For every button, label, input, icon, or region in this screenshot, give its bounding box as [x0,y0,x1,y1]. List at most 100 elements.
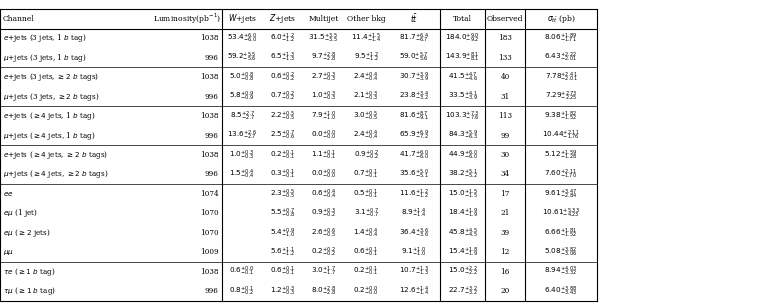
Text: $11.4^{+1.5}_{-1.4}$: $11.4^{+1.5}_{-1.4}$ [351,32,381,45]
Text: $9.7^{+2.8}_{-2.8}$: $9.7^{+2.8}_{-2.8}$ [311,51,336,64]
Text: $1.0^{+0.3}_{-0.3}$: $1.0^{+0.3}_{-0.3}$ [310,90,336,103]
Text: $15.0^{+2.2}_{-2.2}$: $15.0^{+2.2}_{-2.2}$ [448,265,477,278]
Text: $10.44^{+2.11}_{-1.76}$: $10.44^{+2.11}_{-1.76}$ [542,129,580,142]
Text: $5.08^{+3.82}_{-3.06}$: $5.08^{+3.82}_{-3.06}$ [544,246,578,259]
Text: $0.6^{+0.2}_{-0.2}$: $0.6^{+0.2}_{-0.2}$ [270,71,295,84]
Text: $6.0^{+1.2}_{-1.2}$: $6.0^{+1.2}_{-1.2}$ [270,32,295,45]
Text: $0.8^{+0.1}_{-0.2}$: $0.8^{+0.1}_{-0.2}$ [229,285,255,298]
Text: 996: 996 [205,171,219,178]
Text: $45.8^{+4.5}_{-4.5}$: $45.8^{+4.5}_{-4.5}$ [448,226,477,240]
Text: 133: 133 [498,54,512,62]
Text: $38.2^{+5.1}_{-5.2}$: $38.2^{+5.1}_{-5.2}$ [448,168,477,181]
Text: $0.2^{+0.1}_{-0.1}$: $0.2^{+0.1}_{-0.1}$ [353,265,379,278]
Text: 39: 39 [500,229,510,237]
Text: $\tau e$ ($\geq 1$ $b$ tag): $\tau e$ ($\geq 1$ $b$ tag) [3,266,56,278]
Text: $0.3^{+0.1}_{-0.1}$: $0.3^{+0.1}_{-0.1}$ [270,168,295,181]
Text: $0.0^{+0.0}_{-0.0}$: $0.0^{+0.0}_{-0.0}$ [310,168,336,181]
Text: $\mu$+jets (3 jets, 1 $b$ tag): $\mu$+jets (3 jets, 1 $b$ tag) [3,52,87,64]
Text: $41.5^{+4.7}_{-4.6}$: $41.5^{+4.7}_{-4.6}$ [447,71,478,84]
Text: $3.0^{+0.5}_{-0.5}$: $3.0^{+0.5}_{-0.5}$ [353,109,379,123]
Text: $e\mu$ (1 jet): $e\mu$ (1 jet) [3,207,38,219]
Text: $65.9^{+6.9}_{-7.2}$: $65.9^{+6.9}_{-7.2}$ [399,129,430,142]
Text: $33.5^{+4.1}_{-3.9}$: $33.5^{+4.1}_{-3.9}$ [447,90,478,103]
Text: $\mu$+jets ($\geq 4$ jets, $\geq 2$ $b$ tags): $\mu$+jets ($\geq 4$ jets, $\geq 2$ $b$ … [3,168,109,181]
Text: 183: 183 [498,34,512,42]
Text: $7.29^{+2.73}_{-2.25}$: $7.29^{+2.73}_{-2.25}$ [544,90,578,103]
Text: 1070: 1070 [200,229,219,237]
Text: Channel: Channel [3,15,35,23]
Text: $0.2^{+0.2}_{-0.2}$: $0.2^{+0.2}_{-0.2}$ [311,246,336,259]
Text: $1.1^{+0.1}_{-0.1}$: $1.1^{+0.1}_{-0.1}$ [311,148,336,162]
Text: $31.5^{+3.5}_{-3.5}$: $31.5^{+3.5}_{-3.5}$ [309,32,338,45]
Text: $59.0^{+5.7}_{-5.6}$: $59.0^{+5.7}_{-5.6}$ [400,51,429,64]
Text: $2.4^{+0.4}_{-0.4}$: $2.4^{+0.4}_{-0.4}$ [353,71,379,84]
Text: 1074: 1074 [200,190,219,198]
Text: $8.94^{+4.03}_{-3.32}$: $8.94^{+4.03}_{-3.32}$ [544,265,578,278]
Text: $1.0^{+0.3}_{-0.3}$: $1.0^{+0.3}_{-0.3}$ [229,148,255,162]
Text: $184.0^{+9.0}_{-9.2}$: $184.0^{+9.0}_{-9.2}$ [445,32,480,45]
Text: $36.4^{+3.6}_{-3.6}$: $36.4^{+3.6}_{-3.6}$ [399,226,430,240]
Text: $t\bar{t}$: $t\bar{t}$ [410,12,418,25]
Text: 21: 21 [500,209,510,217]
Text: Multijet: Multijet [308,15,339,23]
Text: $e\mu$ ($\geq 2$ jets): $e\mu$ ($\geq 2$ jets) [3,227,51,239]
Text: Other bkg: Other bkg [346,15,386,23]
Text: $\mu$+jets ($\geq 4$ jets, 1 $b$ tag): $\mu$+jets ($\geq 4$ jets, 1 $b$ tag) [3,130,95,142]
Text: 34: 34 [500,171,510,178]
Text: 31: 31 [500,93,510,101]
Text: $10.7^{+1.3}_{-1.3}$: $10.7^{+1.3}_{-1.3}$ [400,265,429,278]
Text: $8.0^{+2.8}_{-2.8}$: $8.0^{+2.8}_{-2.8}$ [311,285,336,298]
Text: $5.0^{+0.8}_{-0.8}$: $5.0^{+0.8}_{-0.8}$ [229,71,255,84]
Text: $\mu$+jets (3 jets, $\geq 2$ $b$ tags): $\mu$+jets (3 jets, $\geq 2$ $b$ tags) [3,91,99,103]
Text: $1.4^{+0.4}_{-0.4}$: $1.4^{+0.4}_{-0.4}$ [353,226,379,240]
Text: $\tau\mu$ ($\geq 1$ $b$ tag): $\tau\mu$ ($\geq 1$ $b$ tag) [3,285,56,297]
Text: $1.2^{+0.3}_{-0.3}$: $1.2^{+0.3}_{-0.3}$ [270,285,296,298]
Text: $103.3^{+7.3}_{-7.6}$: $103.3^{+7.3}_{-7.6}$ [445,109,480,123]
Text: $8.9^{+1.4}_{-1.4}$: $8.9^{+1.4}_{-1.4}$ [401,207,427,220]
Text: 1038: 1038 [200,268,219,276]
Text: $9.5^{+1.2}_{-1.2}$: $9.5^{+1.2}_{-1.2}$ [353,51,379,64]
Text: $53.4^{+6.0}_{-6.0}$: $53.4^{+6.0}_{-6.0}$ [227,32,257,45]
Text: $0.6^{+0.1}_{-0.1}$: $0.6^{+0.1}_{-0.1}$ [270,265,295,278]
Text: $5.6^{+1.1}_{-1.2}$: $5.6^{+1.1}_{-1.2}$ [270,246,295,259]
Text: 1038: 1038 [200,151,219,159]
Text: $e$+jets ($\geq 4$ jets, 1 $b$ tag): $e$+jets ($\geq 4$ jets, 1 $b$ tag) [3,110,95,122]
Text: 16: 16 [500,268,510,276]
Text: $2.1^{+0.3}_{-0.3}$: $2.1^{+0.3}_{-0.3}$ [353,90,379,103]
Text: $143.9^{+8.1}_{-8.1}$: $143.9^{+8.1}_{-8.1}$ [446,51,480,64]
Text: $11.6^{+1.2}_{-1.2}$: $11.6^{+1.2}_{-1.2}$ [400,187,429,201]
Text: $8.5^{+2.7}_{-2.7}$: $8.5^{+2.7}_{-2.7}$ [229,109,255,123]
Text: $84.3^{+5.9}_{-6.3}$: $84.3^{+5.9}_{-6.3}$ [447,129,478,142]
Text: $6.66^{+1.81}_{-1.52}$: $6.66^{+1.81}_{-1.52}$ [544,226,578,240]
Text: $8.06^{+1.89}_{-1.71}$: $8.06^{+1.89}_{-1.71}$ [544,32,578,45]
Text: Luminosity(pb$^{-1}$): Luminosity(pb$^{-1}$) [153,12,221,26]
Text: 1038: 1038 [200,73,219,81]
Text: $18.4^{+1.9}_{-1.9}$: $18.4^{+1.9}_{-1.9}$ [447,207,478,220]
Text: $W$+jets: $W$+jets [227,12,257,25]
Text: $7.9^{+1.0}_{-1.0}$: $7.9^{+1.0}_{-1.0}$ [310,109,336,123]
Text: 1038: 1038 [200,34,219,42]
Text: 113: 113 [498,112,512,120]
Text: $9.38^{+1.82}_{-1.52}$: $9.38^{+1.82}_{-1.52}$ [544,109,578,123]
Text: $e$+jets (3 jets, 1 $b$ tag): $e$+jets (3 jets, 1 $b$ tag) [3,32,86,44]
Text: 12: 12 [500,248,510,256]
Text: $0.9^{+0.3}_{-0.2}$: $0.9^{+0.3}_{-0.2}$ [310,207,336,220]
Text: $2.5^{+0.7}_{-0.6}$: $2.5^{+0.7}_{-0.6}$ [270,129,296,142]
Text: $12.6^{+1.4}_{-1.4}$: $12.6^{+1.4}_{-1.4}$ [399,285,430,298]
Text: $44.9^{+6.0}_{-6.0}$: $44.9^{+6.0}_{-6.0}$ [447,148,478,162]
Text: $9.61^{+3.47}_{-2.84}$: $9.61^{+3.47}_{-2.84}$ [544,187,578,201]
Text: $\mu\mu$: $\mu\mu$ [3,248,14,257]
Text: $ee$: $ee$ [3,190,14,198]
Text: $0.5^{+0.1}_{-0.1}$: $0.5^{+0.1}_{-0.1}$ [353,187,379,201]
Text: $e$+jets ($\geq 4$ jets, $\geq 2$ $b$ tags): $e$+jets ($\geq 4$ jets, $\geq 2$ $b$ ta… [3,149,108,161]
Text: $3.0^{+1.7}_{-1.7}$: $3.0^{+1.7}_{-1.7}$ [311,265,336,278]
Text: $2.7^{+0.3}_{-0.3}$: $2.7^{+0.3}_{-0.3}$ [310,71,336,84]
Text: $0.6^{+0.4}_{-0.4}$: $0.6^{+0.4}_{-0.4}$ [310,187,336,201]
Text: $0.0^{+0.0}_{-0.0}$: $0.0^{+0.0}_{-0.0}$ [310,129,336,142]
Text: $e$+jets (3 jets, $\geq 2$ $b$ tags): $e$+jets (3 jets, $\geq 2$ $b$ tags) [3,71,99,83]
Text: $2.2^{+0.5}_{-0.5}$: $2.2^{+0.5}_{-0.5}$ [270,109,296,123]
Text: $2.6^{+0.6}_{-0.5}$: $2.6^{+0.6}_{-0.5}$ [310,226,336,240]
Text: $0.6^{+0.0}_{-0.1}$: $0.6^{+0.0}_{-0.1}$ [229,265,255,278]
Text: $13.6^{+2.6}_{-2.7}$: $13.6^{+2.6}_{-2.7}$ [227,129,257,142]
Text: $1.5^{+0.4}_{-0.4}$: $1.5^{+0.4}_{-0.4}$ [229,168,255,181]
